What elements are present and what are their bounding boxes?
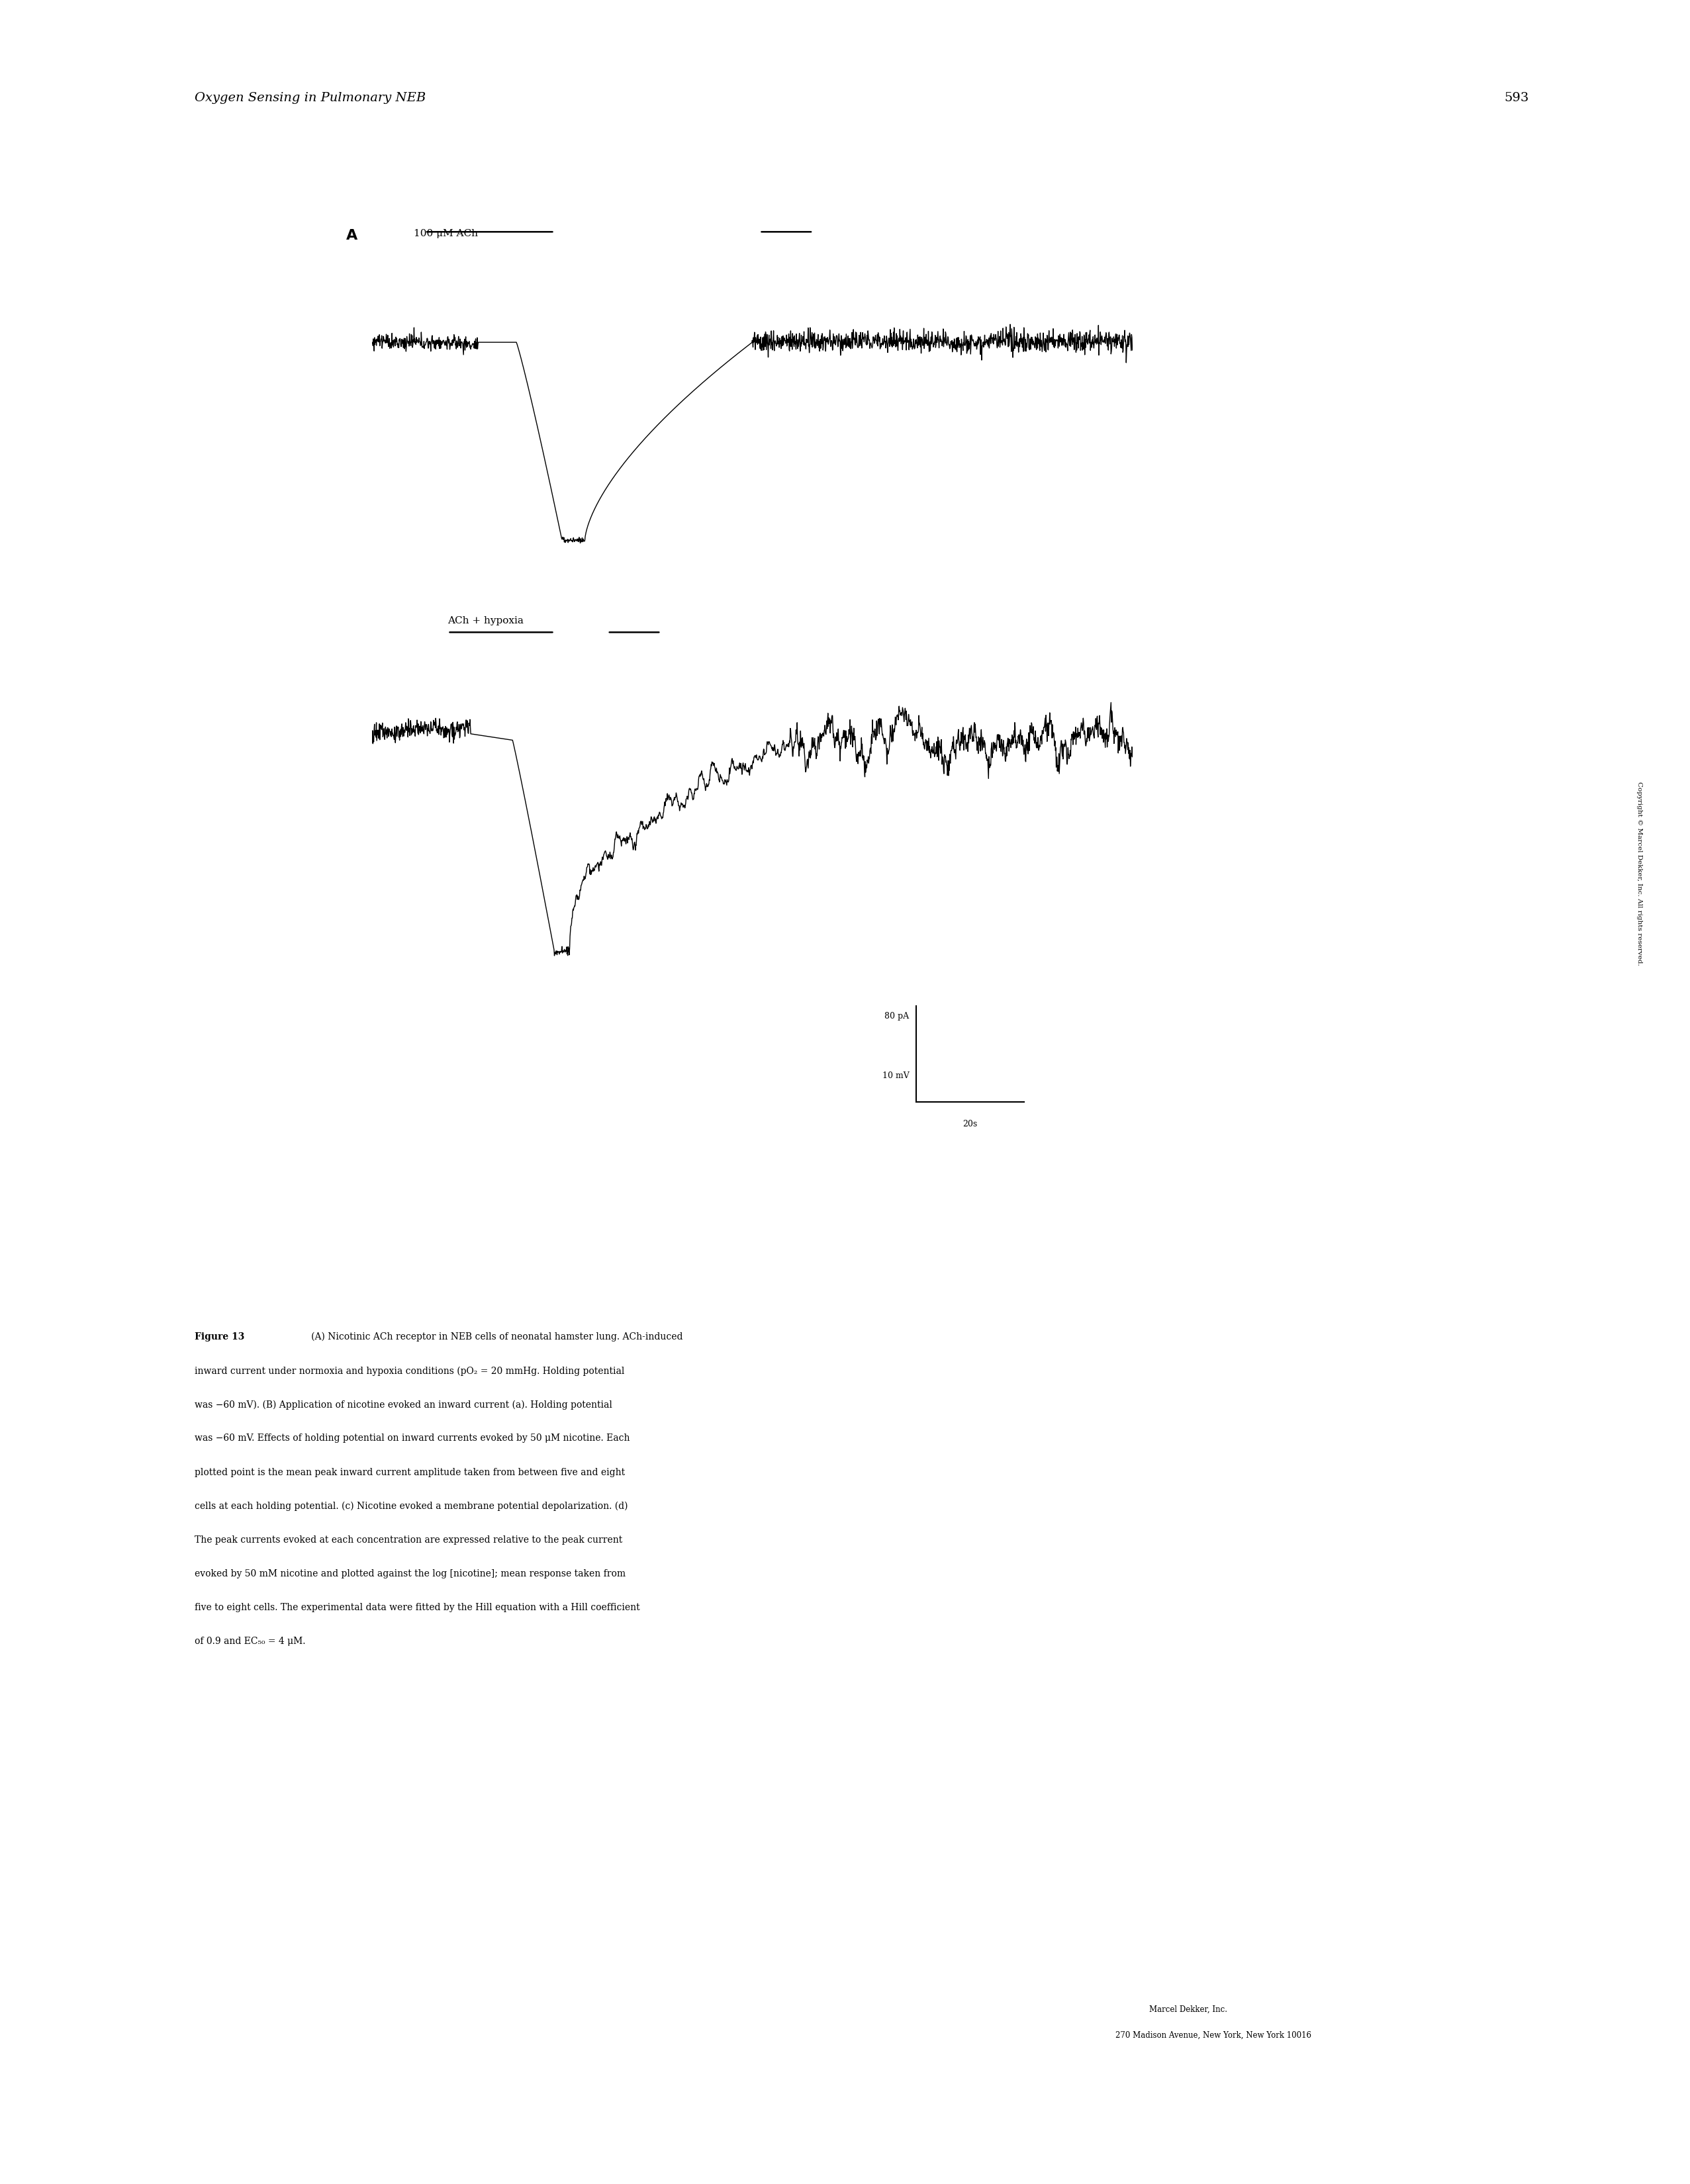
Text: 20s: 20s: [963, 1120, 977, 1129]
Text: 10 mV: 10 mV: [882, 1072, 909, 1081]
Text: Copyright © Marcel Dekker, Inc. All rights reserved.: Copyright © Marcel Dekker, Inc. All righ…: [1636, 782, 1643, 965]
Text: 100 μM ACh: 100 μM ACh: [414, 229, 478, 238]
Text: The peak currents evoked at each concentration are expressed relative to the pea: The peak currents evoked at each concent…: [194, 1535, 622, 1544]
Text: Oxygen Sensing in Pulmonary NEB: Oxygen Sensing in Pulmonary NEB: [194, 92, 426, 103]
Text: Figure 13: Figure 13: [194, 1332, 245, 1341]
Text: ACh + hypoxia: ACh + hypoxia: [448, 616, 524, 625]
Text: (A) Nicotinic ACh receptor in NEB cells of neonatal hamster lung. ACh-induced: (A) Nicotinic ACh receptor in NEB cells …: [303, 1332, 683, 1341]
Text: 270 Madison Avenue, New York, New York 10016: 270 Madison Avenue, New York, New York 1…: [1115, 2031, 1311, 2040]
Text: M: M: [1409, 1983, 1426, 2001]
Text: Marcel Dekker, Inc.: Marcel Dekker, Inc.: [1149, 2005, 1227, 2014]
Text: five to eight cells. The experimental data were fitted by the Hill equation with: five to eight cells. The experimental da…: [194, 1603, 639, 1612]
Text: 80 pA: 80 pA: [884, 1011, 909, 1020]
Text: inward current under normoxia and hypoxia conditions (pO₂ = 20 mmHg. Holding pot: inward current under normoxia and hypoxi…: [194, 1367, 624, 1376]
Text: 593: 593: [1504, 92, 1529, 103]
Text: A: A: [346, 229, 358, 242]
Text: of 0.9 and EC₅₀ = 4 μM.: of 0.9 and EC₅₀ = 4 μM.: [194, 1638, 306, 1647]
Text: was −60 mV). (B) Application of nicotine evoked an inward current (a). Holding p: was −60 mV). (B) Application of nicotine…: [194, 1400, 612, 1409]
Text: evoked by 50 mM nicotine and plotted against the log [nicotine]; mean response t: evoked by 50 mM nicotine and plotted aga…: [194, 1568, 625, 1579]
Text: cells at each holding potential. (c) Nicotine evoked a membrane potential depola: cells at each holding potential. (c) Nic…: [194, 1503, 627, 1511]
Text: was −60 mV. Effects of holding potential on inward currents evoked by 50 μM nico: was −60 mV. Effects of holding potential…: [194, 1433, 630, 1444]
Text: plotted point is the mean peak inward current amplitude taken from between five : plotted point is the mean peak inward cu…: [194, 1468, 625, 1476]
